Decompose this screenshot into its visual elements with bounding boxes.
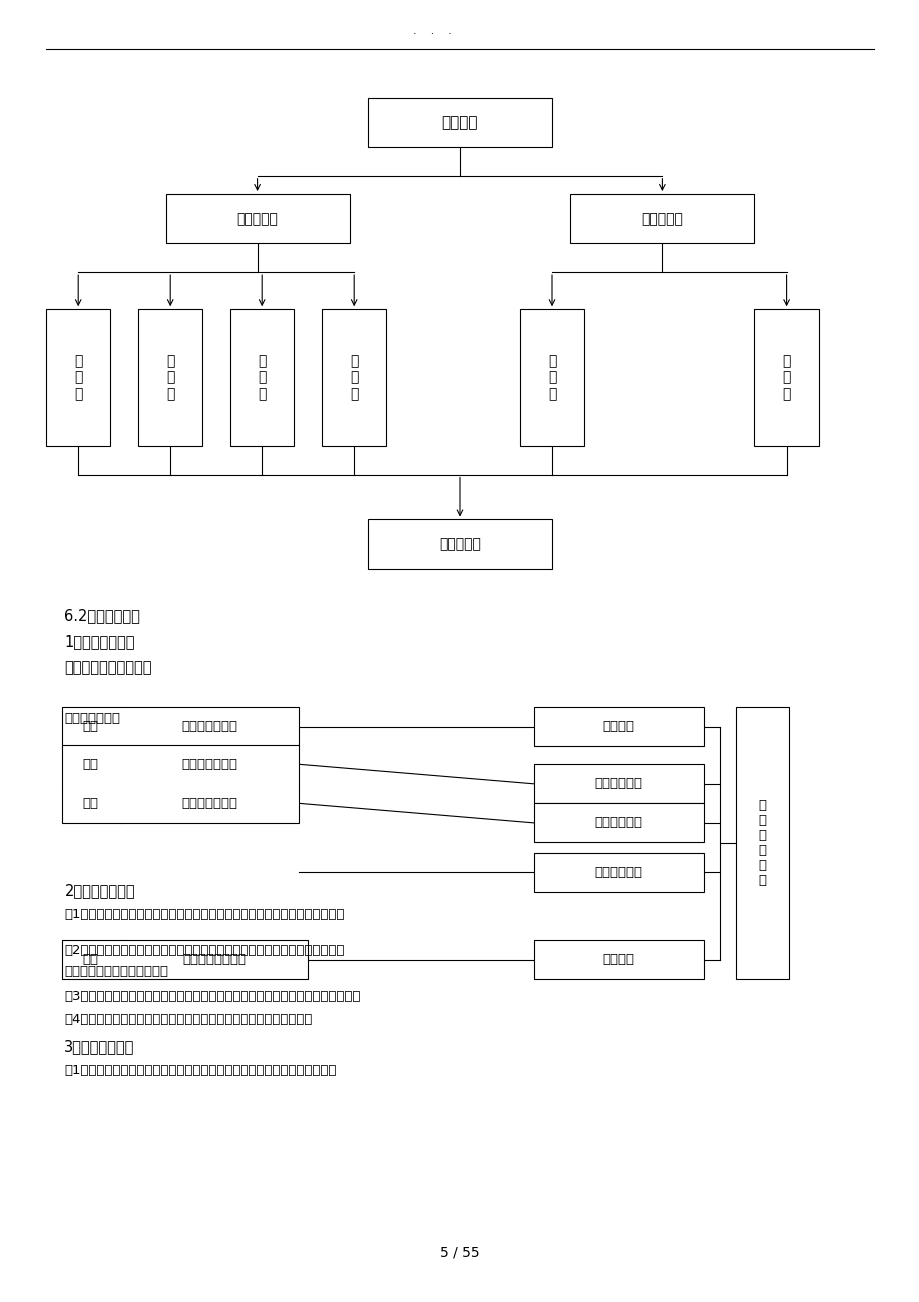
Text: 产
品
质
量
保
证: 产 品 质 量 保 证 — [758, 799, 766, 887]
Text: 各专业班组: 各专业班组 — [438, 538, 481, 551]
Bar — [368, 98, 551, 147]
Bar — [62, 707, 299, 746]
Text: 质
检
员: 质 检 员 — [74, 354, 83, 401]
Text: 5 / 55: 5 / 55 — [439, 1246, 480, 1259]
Bar — [368, 519, 551, 569]
Text: 材料: 材料 — [83, 758, 98, 771]
Bar — [230, 310, 294, 445]
Bar — [62, 745, 299, 823]
Text: （2）严格控制商品砼的质量（和易性，坍落度）并按规定的坍落度值购买商品: （2）严格控制商品砼的质量（和易性，坍落度）并按规定的坍落度值购买商品 — [64, 944, 345, 957]
Bar — [533, 803, 703, 842]
Text: 人员素质保证: 人员素质保证 — [594, 777, 642, 790]
Text: 施
工
员: 施 工 员 — [547, 354, 556, 401]
Bar — [165, 194, 349, 243]
Text: 3、技术质量保证: 3、技术质量保证 — [64, 1039, 134, 1055]
Bar — [519, 310, 584, 445]
Text: 项目工程师: 项目工程师 — [236, 212, 278, 225]
Text: 项目副经理: 项目副经理 — [641, 212, 683, 225]
Text: 机具: 机具 — [83, 953, 98, 966]
Text: 操作过程保证: 操作过程保证 — [594, 866, 642, 879]
Bar — [533, 707, 703, 746]
Bar — [570, 194, 754, 243]
Bar — [735, 707, 789, 979]
Bar — [322, 310, 386, 445]
Text: 项目经理: 项目经理 — [441, 115, 478, 130]
Text: 按工艺标准要求: 按工艺标准要求 — [181, 797, 237, 810]
Bar — [533, 764, 703, 803]
Bar — [754, 310, 818, 445]
Text: ·    ·    ·: · · · — [413, 29, 451, 39]
Text: 操作: 操作 — [83, 797, 98, 810]
Text: （1）认真做好职工质量意识教育，使精品意识深入到每个岗位、每个员工；: （1）认真做好职工质量意识教育，使精品意识深入到每个岗位、每个员工； — [64, 1064, 336, 1077]
Text: 基本要素质量工作质量: 基本要素质量工作质量 — [64, 660, 152, 676]
Text: 试
验
员: 试 验 员 — [165, 354, 175, 401]
Bar — [533, 940, 703, 979]
Text: 砼，坍落度，方案附于施工；: 砼，坍落度，方案附于施工； — [64, 965, 168, 978]
Text: 原材半成品检验: 原材半成品检验 — [181, 758, 237, 771]
Text: 机具保证: 机具保证 — [602, 953, 634, 966]
Bar — [533, 853, 703, 892]
Text: 方案保证: 方案保证 — [602, 720, 634, 733]
Text: 原材结构内容: 原材结构内容 — [594, 816, 642, 829]
Text: （4）严把材料进场关，作到每批次材料都有材料合格证等保证资料。: （4）严把材料进场关，作到每批次材料都有材料合格证等保证资料。 — [64, 1013, 312, 1026]
Text: 2、材料质量保证: 2、材料质量保证 — [64, 883, 135, 898]
Text: （3）随机抽样检验和试验，现场留取试块，当对其质量有怀疑时，加倍抽样试验；: （3）随机抽样检验和试验，现场留取试块，当对其质量有怀疑时，加倍抽样试验； — [64, 990, 360, 1003]
Bar — [138, 310, 202, 445]
Text: 资
料
员: 资 料 员 — [349, 354, 358, 401]
Bar — [46, 310, 110, 445]
Text: 放
线
员: 放 线 员 — [257, 354, 267, 401]
Text: 经审批方可实施: 经审批方可实施 — [181, 720, 237, 733]
Text: （1）材料采用商品砼，并出具材料出厂合格证、配比单与质量合格证明资料；: （1）材料采用商品砼，并出具材料出厂合格证、配比单与质量合格证明资料； — [64, 907, 345, 921]
Text: 方案: 方案 — [83, 720, 98, 733]
Bar — [62, 940, 308, 979]
Text: 检测合格方可使用: 检测合格方可使用 — [182, 953, 245, 966]
Text: 6.2质量管理措施: 6.2质量管理措施 — [64, 608, 140, 624]
Text: 1、质量保证程序: 1、质量保证程序 — [64, 634, 135, 650]
Text: 材
料
员: 材 料 员 — [781, 354, 790, 401]
Text: 实施中优化总结: 实施中优化总结 — [64, 712, 120, 725]
